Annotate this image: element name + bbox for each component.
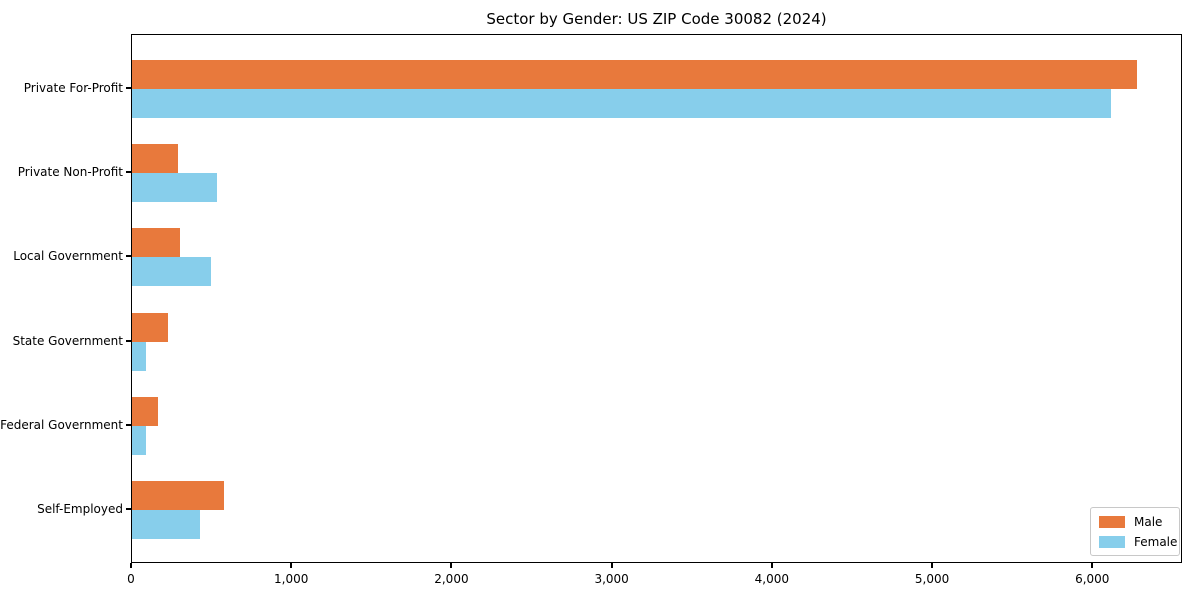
bar-female-private-non-profit [132,173,217,203]
y-tick-label-state-government: State Government [12,333,123,348]
x-tick-label-4-000: 4,000 [754,572,790,586]
y-tick-mark [126,508,131,510]
legend-row-male: Male [1099,515,1171,529]
chart-title: Sector by Gender: US ZIP Code 30082 (202… [486,10,827,28]
bar-female-private-for-profit [132,89,1111,118]
x-tick-label-0: 0 [127,572,135,586]
x-tick-label-3-000: 3,000 [594,572,629,586]
x-tick-mark [290,563,293,568]
x-tick-mark [450,563,453,568]
y-tick-mark [126,423,131,426]
x-tick-mark [770,563,773,568]
y-tick-label-self-employed: Self-Employed [37,502,123,516]
plot-area [131,34,1182,563]
x-tick-mark [130,563,132,568]
y-tick-mark [126,171,131,174]
legend-row-female: Female [1099,535,1177,549]
y-tick-label-private-non-profit: Private Non-Profit [17,165,123,180]
bar-male-private-non-profit [132,144,178,174]
y-tick-mark [126,255,131,258]
legend-label-male: Male [1134,515,1163,529]
x-tick-mark [1091,563,1094,568]
bar-male-private-for-profit [132,60,1137,89]
bar-female-federal-government [132,425,146,455]
bar-male-self-employed [132,481,224,510]
bar-male-state-government [132,312,168,342]
y-tick-mark [126,87,131,89]
bar-female-local-government [132,257,211,287]
y-tick-label-local-government: Local Government [13,249,123,264]
y-tick-mark [126,339,131,342]
legend: Male Female [1090,507,1180,556]
x-tick-mark [931,563,934,568]
x-tick-label-5-000: 5,000 [914,572,950,586]
x-tick-mark [610,563,613,568]
legend-label-female: Female [1134,535,1178,549]
x-tick-label-6-000: 6,000 [1075,572,1110,586]
y-tick-label-private-for-profit: Private For-Profit [23,81,123,95]
bar-female-self-employed [132,510,200,539]
bar-female-state-government [132,341,146,371]
bar-male-federal-government [132,396,158,426]
male-series-swatch [1099,516,1125,528]
x-tick-label-2-000: 2,000 [434,572,469,586]
bar-male-local-government [132,228,180,258]
female-series-swatch [1099,536,1125,548]
y-tick-label-federal-government: Federal Government [0,417,123,432]
x-tick-label-1-000: 1,000 [274,572,309,586]
